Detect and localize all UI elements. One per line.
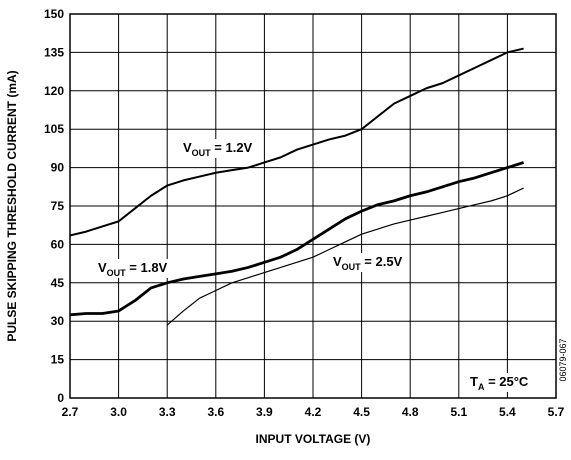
x-tick-label: 4.5 [353, 405, 370, 419]
annotation-text: V [333, 254, 342, 269]
annotation-bg [95, 259, 171, 278]
y-tick-label: 45 [51, 276, 65, 290]
annotation-rest: = 25°C [484, 374, 528, 389]
annotation-sub: A [478, 382, 485, 392]
y-tick-label: 135 [44, 45, 64, 59]
y-tick-label: 120 [44, 84, 64, 98]
x-tick-label: 4.2 [305, 405, 322, 419]
annotation-sub: OUT [107, 268, 127, 278]
y-axis-title: PULSE SKIPPING THRESHOLD CURRENT (mA) [5, 70, 19, 341]
annotation-text: V [183, 140, 192, 155]
annotation-bg [330, 253, 406, 272]
y-tick-label: 105 [44, 122, 64, 136]
x-axis-title: INPUT VOLTAGE (V) [256, 432, 371, 446]
annotation-sub: OUT [342, 262, 362, 272]
y-tick-label: 30 [51, 314, 65, 328]
y-tick-label: 0 [57, 391, 64, 405]
annotation-rest: = 1.2V [211, 140, 253, 155]
x-tick-label: 3.9 [256, 405, 273, 419]
annotation: VOUT = 1.2V [183, 140, 253, 158]
x-tick-label: 4.8 [402, 405, 419, 419]
annotation: TA = 25°C [470, 374, 529, 392]
y-tick-label: 60 [51, 237, 65, 251]
x-tick-label: 5.1 [450, 405, 467, 419]
annotation: VOUT = 2.5V [333, 254, 403, 272]
series-line [69, 47, 524, 237]
annotation-rest: = 2.5V [361, 254, 403, 269]
series-line [166, 187, 524, 326]
y-tick-label: 75 [51, 199, 65, 213]
x-tick-label: 5.4 [499, 405, 516, 419]
annotation-bg [467, 373, 532, 392]
figure-id: 06079-067 [558, 338, 568, 381]
annotation: VOUT = 1.8V [98, 260, 168, 278]
y-tick-label: 15 [51, 353, 65, 367]
x-tick-label: 3.0 [110, 405, 127, 419]
y-tick-label: 90 [51, 161, 65, 175]
series-line [69, 161, 525, 317]
plot-frame [69, 13, 557, 399]
y-tick-label: 150 [44, 7, 64, 21]
annotation-text: T [470, 374, 478, 389]
x-tick-label: 5.7 [548, 405, 565, 419]
annotation-sub: OUT [192, 148, 212, 158]
x-tick-label: 3.6 [207, 405, 224, 419]
annotation-rest: = 1.8V [126, 260, 168, 275]
x-tick-label: 3.3 [159, 405, 176, 419]
annotation-bg [180, 139, 256, 158]
x-tick-label: 2.7 [62, 405, 79, 419]
annotation-text: V [98, 260, 107, 275]
